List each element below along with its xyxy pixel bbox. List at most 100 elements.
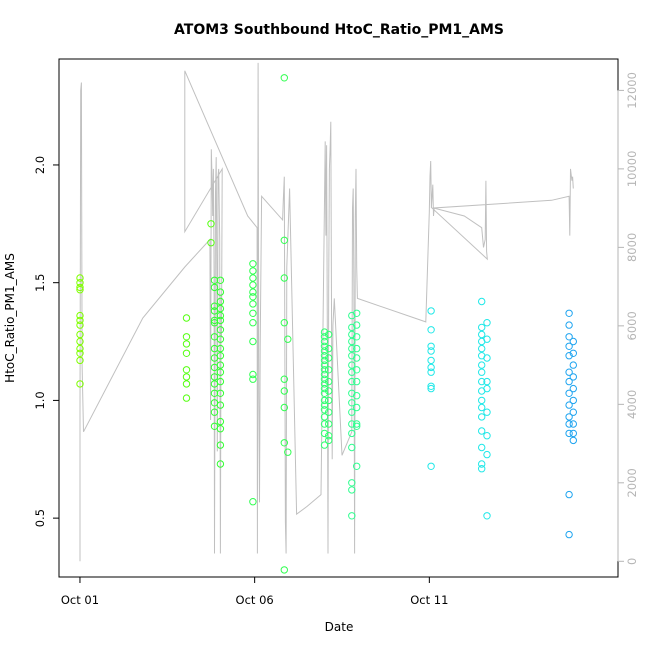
data-point bbox=[483, 450, 491, 459]
data-point bbox=[427, 342, 435, 350]
data-point bbox=[284, 335, 292, 343]
data-point bbox=[280, 387, 288, 395]
data-point bbox=[182, 373, 191, 381]
data-point bbox=[76, 283, 84, 292]
y-axis: 0.5 1.0 1.5 2.0 bbox=[33, 156, 60, 527]
data-point bbox=[348, 512, 356, 520]
chart-title: ATOM3 Southbound HtoC_Ratio_PM1_AMS bbox=[174, 22, 504, 38]
data-point bbox=[320, 347, 329, 355]
data-point bbox=[569, 436, 577, 445]
data-point bbox=[320, 389, 329, 397]
data-point bbox=[483, 377, 491, 386]
data-point bbox=[569, 408, 577, 416]
data-point bbox=[249, 274, 257, 282]
data-point bbox=[325, 432, 333, 440]
data-point bbox=[76, 321, 84, 329]
data-point bbox=[216, 460, 225, 468]
data-point bbox=[182, 333, 191, 341]
data-point bbox=[353, 366, 361, 374]
data-point bbox=[210, 389, 219, 397]
data-point bbox=[483, 384, 491, 393]
data-point bbox=[284, 448, 292, 456]
data-point bbox=[320, 356, 329, 365]
data-point bbox=[565, 342, 573, 350]
data-point bbox=[249, 498, 257, 506]
data-point bbox=[320, 370, 329, 379]
data-point bbox=[348, 361, 356, 369]
data-point bbox=[280, 566, 288, 574]
data-point bbox=[320, 366, 329, 374]
data-point bbox=[325, 436, 333, 445]
data-point bbox=[478, 330, 486, 339]
data-point bbox=[565, 377, 573, 386]
data-point bbox=[76, 344, 84, 353]
data-point bbox=[210, 344, 219, 353]
data-point bbox=[249, 281, 257, 289]
data-point bbox=[569, 420, 577, 428]
data-point bbox=[216, 311, 225, 320]
data-point bbox=[325, 344, 333, 353]
y2-tick-label: 10000 bbox=[625, 151, 639, 188]
data-point bbox=[565, 401, 573, 409]
series-lines bbox=[79, 62, 574, 562]
x-tick-label: Oct 06 bbox=[236, 593, 274, 607]
data-point bbox=[325, 396, 333, 405]
data-point bbox=[320, 333, 329, 341]
data-point bbox=[478, 361, 486, 369]
data-point bbox=[348, 408, 356, 416]
data-point bbox=[320, 429, 329, 438]
data-point bbox=[216, 377, 225, 386]
data-point bbox=[565, 333, 573, 341]
data-point bbox=[348, 429, 356, 438]
data-point bbox=[325, 366, 333, 374]
data-point bbox=[483, 408, 491, 416]
data-point bbox=[210, 316, 219, 325]
data-point bbox=[348, 443, 356, 452]
data-point bbox=[478, 396, 486, 405]
data-point bbox=[76, 380, 84, 388]
data-point bbox=[280, 403, 288, 412]
data-point bbox=[353, 403, 361, 412]
data-point bbox=[565, 368, 573, 376]
data-point bbox=[249, 370, 257, 379]
data-point bbox=[249, 375, 257, 383]
data-point bbox=[249, 319, 257, 327]
data-point bbox=[280, 439, 288, 447]
data-point bbox=[427, 356, 435, 365]
data-point bbox=[565, 309, 573, 317]
data-point bbox=[565, 413, 573, 421]
x-axis: Oct 01 Oct 06 Oct 11 bbox=[61, 576, 448, 607]
data-point bbox=[569, 396, 577, 405]
x-tick-label: Oct 11 bbox=[410, 593, 448, 607]
data-point bbox=[427, 307, 435, 315]
data-point bbox=[216, 417, 225, 426]
data-point bbox=[565, 321, 573, 329]
data-point bbox=[427, 363, 435, 372]
data-point bbox=[348, 337, 356, 346]
data-point bbox=[249, 337, 257, 346]
data-point bbox=[353, 333, 361, 341]
x-axis-label: Date bbox=[325, 620, 354, 634]
data-point bbox=[249, 309, 257, 317]
data-point bbox=[207, 239, 215, 247]
y2-tick-label: 8000 bbox=[625, 233, 639, 262]
data-point bbox=[210, 408, 219, 416]
data-point bbox=[76, 330, 84, 339]
data-point bbox=[353, 462, 361, 470]
data-point bbox=[216, 368, 225, 376]
y-tick-label: 2.0 bbox=[33, 156, 47, 174]
data-point bbox=[216, 335, 225, 343]
series-points bbox=[76, 74, 577, 574]
data-point bbox=[478, 460, 486, 468]
data-point bbox=[427, 368, 435, 376]
data-point bbox=[216, 425, 225, 433]
data-point bbox=[348, 486, 356, 494]
data-point bbox=[280, 375, 288, 383]
data-point bbox=[569, 361, 577, 369]
data-point bbox=[565, 420, 573, 428]
data-point bbox=[320, 342, 329, 350]
data-point bbox=[478, 403, 486, 412]
data-point bbox=[216, 288, 225, 296]
data-point bbox=[320, 413, 329, 421]
data-point bbox=[478, 297, 486, 306]
